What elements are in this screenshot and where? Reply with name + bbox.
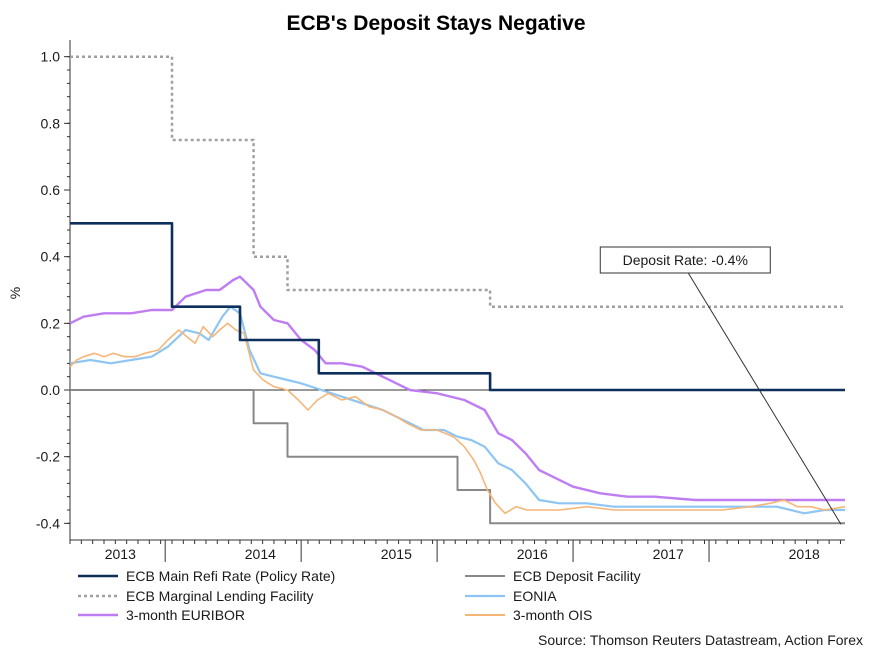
x-tick-label: 2017 — [653, 546, 684, 562]
y-axis: 1.0 0.8 0.6 0.4 0.2 0.0 -0.2 -0.4 — [36, 49, 70, 531]
legend-label: 3-month EURIBOR — [126, 607, 245, 623]
legend-label: ECB Main Refi Rate (Policy Rate) — [126, 568, 335, 584]
series-line-3-month-ois — [69, 322, 846, 515]
chart-title: ECB's Deposit Stays Negative — [286, 12, 585, 35]
x-tick-label: 2018 — [789, 546, 820, 562]
annotation-leader-line — [687, 272, 842, 525]
legend-label: 3-month OIS — [513, 607, 592, 623]
series-line-ecb-main-refi-rate-policy-rate — [70, 222, 845, 392]
y-tick-label: 0.6 — [41, 182, 61, 198]
y-tick-label: 1.0 — [41, 49, 61, 65]
annotation: Deposit Rate: -0.4% — [599, 246, 842, 525]
x-tick-label: 2015 — [381, 546, 412, 562]
legend: ECB Main Refi Rate (Policy Rate) ECB Marg… — [78, 568, 641, 623]
series-line-ecb-marginal-lending-facility — [70, 55, 845, 308]
x-tick-label: 2014 — [245, 546, 276, 562]
y-tick-label: -0.2 — [36, 449, 60, 465]
series-layer — [69, 55, 846, 525]
y-tick-label: -0.4 — [36, 515, 60, 531]
y-tick-label: 0.0 — [41, 382, 61, 398]
y-tick-label: 0.8 — [41, 115, 61, 131]
x-axis: 2013 2014 2015 2016 2017 2018 — [69, 540, 841, 562]
legend-label: ECB Marginal Lending Facility — [126, 588, 314, 604]
y-tick-label: 0.2 — [41, 315, 61, 331]
source-note: Source: Thomson Reuters Datastream, Acti… — [538, 632, 863, 648]
legend-label: ECB Deposit Facility — [513, 568, 641, 584]
annotation-box — [599, 246, 771, 274]
x-tick-label: 2013 — [105, 546, 136, 562]
series-line-3-month-euribor — [69, 275, 845, 502]
x-tick-label: 2016 — [517, 546, 548, 562]
y-axis-label: % — [7, 287, 23, 299]
series-line-ecb-deposit-facility — [70, 389, 845, 525]
legend-label: EONIA — [513, 588, 557, 604]
y-tick-label: 0.4 — [41, 249, 61, 265]
annotation-label: Deposit Rate: -0.4% — [623, 252, 748, 268]
